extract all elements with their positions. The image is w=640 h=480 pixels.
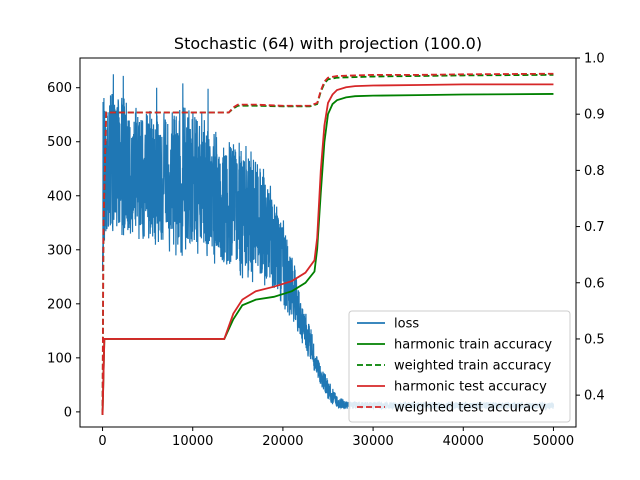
plot-area [101, 72, 555, 415]
y-right-tick-label: 0.5 [584, 332, 605, 347]
axes: 0 10000 20000 30000 40000 50000 0 100 200 300 400 5… [47, 52, 605, 450]
y-right-tick-label: 1.0 [584, 52, 605, 67]
legend-label: loss [394, 317, 419, 332]
legend-label: harmonic train accuracy [394, 338, 552, 353]
y-left-tick-label: 600 [47, 81, 72, 96]
y-right-tick-label: 0.9 [584, 108, 605, 123]
x-tick-label: 0 [98, 434, 106, 449]
x-tick-label: 10000 [172, 434, 213, 449]
plot-series [101, 72, 555, 415]
x-tick-label: 30000 [352, 434, 393, 449]
series-line-weighted-test-accuracy [101, 72, 554, 415]
x-tick-label: 20000 [262, 434, 303, 449]
y-left-tick-label: 0 [64, 405, 72, 420]
chart-title: Stochastic (64) with projection (100.0) [174, 34, 482, 53]
y-left-tick-label: 300 [47, 243, 72, 258]
series-line-harmonic-test-accuracy [101, 83, 554, 415]
y-right-tick-label: 0.7 [584, 220, 605, 235]
x-tick-label: 40000 [443, 434, 484, 449]
y-left-tick-label: 100 [47, 351, 72, 366]
y-left-tick-label: 200 [47, 297, 72, 312]
legend-label: weighted test accuracy [394, 401, 546, 416]
legend-box [348, 310, 571, 423]
y-left-tick-label: 500 [47, 135, 72, 150]
y-right-tick-label: 0.4 [584, 389, 605, 404]
y-right-tick-label: 0.8 [584, 164, 605, 179]
legend-label: weighted train accuracy [394, 359, 552, 374]
axes-frame [79, 57, 577, 428]
y-left-tick-label: 400 [47, 189, 72, 204]
series-line-harmonic-train-accuracy [101, 93, 554, 415]
y-right-tick-label: 0.6 [584, 276, 605, 291]
legend-label: harmonic test accuracy [394, 380, 547, 395]
x-tick-label: 50000 [533, 434, 574, 449]
legend: loss harmonic train accuracy weighted trai… [348, 310, 571, 423]
